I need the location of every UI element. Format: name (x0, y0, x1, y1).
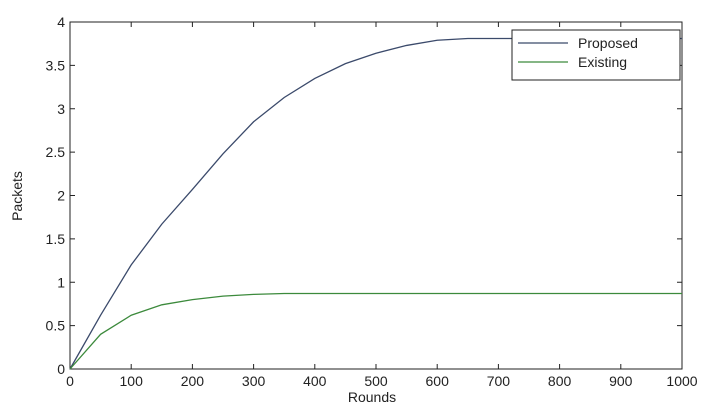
x-tick-label: 200 (181, 373, 205, 389)
x-tick-label: 700 (487, 373, 511, 389)
legend-label: Proposed (578, 35, 638, 51)
line (69, 37, 682, 370)
x-tick-label: 0 (66, 373, 74, 389)
y-tick-label: 3 (57, 101, 65, 117)
x-axis-label: Rounds (348, 389, 396, 405)
x-tick-label: 500 (364, 373, 388, 389)
x-tick-label: 600 (426, 373, 450, 389)
x-tick-label: 300 (242, 373, 266, 389)
y-tick-label: 2.5 (46, 144, 66, 160)
x-tick-label: 800 (548, 373, 572, 389)
y-tick-label: 1.5 (46, 231, 66, 247)
y-tick-label: 0.5 (46, 318, 66, 334)
y-tick-label: 2 (57, 188, 65, 204)
legend-box (511, 29, 681, 81)
x-tick-label: 1000 (666, 373, 697, 389)
x-tick-label: 100 (120, 373, 144, 389)
y-tick-label: 1 (57, 274, 65, 290)
legend-label: Existing (578, 54, 627, 70)
y-tick-label: 4 (57, 14, 65, 30)
x-tick-label: 900 (609, 373, 633, 389)
y-tick-label: 3.5 (46, 57, 66, 73)
y-tick-label: 0 (57, 361, 65, 377)
y-axis-label: Packets (9, 171, 25, 221)
x-tick-label: 400 (303, 373, 327, 389)
line (69, 292, 682, 370)
